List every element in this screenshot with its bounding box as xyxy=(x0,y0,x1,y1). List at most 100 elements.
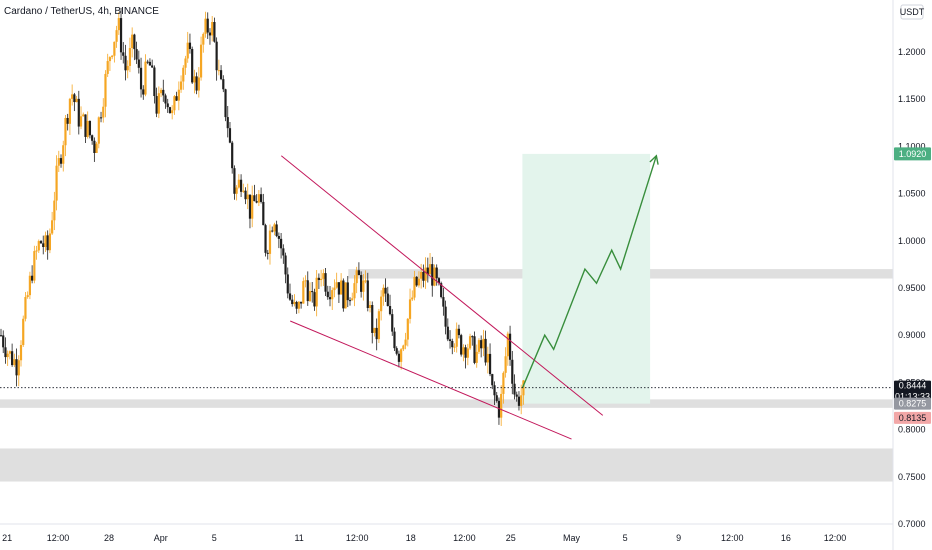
candle-body xyxy=(111,55,114,58)
candle-body xyxy=(79,116,83,127)
projection-arrow[interactable] xyxy=(521,154,659,389)
candle-body xyxy=(244,190,247,200)
price-tick-label: 1.2000 xyxy=(898,47,926,57)
candle-body xyxy=(204,18,207,34)
price-axis-background[interactable] xyxy=(893,0,932,550)
candle-body xyxy=(222,79,225,90)
price-tick-label: 0.8000 xyxy=(898,425,926,435)
time-tick-label: 5 xyxy=(623,533,628,543)
candle-body xyxy=(71,94,74,99)
candle-body xyxy=(395,348,398,354)
currency-label: USDT xyxy=(900,7,925,17)
candle-body xyxy=(437,278,441,284)
candle-body xyxy=(193,76,196,83)
candle-body xyxy=(13,359,16,366)
target-zone[interactable] xyxy=(522,153,651,404)
candle-body xyxy=(191,48,194,83)
target-price-badge: 1.0920 xyxy=(894,147,931,161)
candle-body xyxy=(39,241,43,244)
time-tick-label: 12:00 xyxy=(721,533,744,543)
candle-body xyxy=(446,326,449,340)
candle-body xyxy=(197,77,200,91)
candle-body xyxy=(275,224,278,237)
candle-body xyxy=(166,103,169,108)
time-tick-label: Apr xyxy=(154,533,168,543)
candle-body xyxy=(480,340,483,349)
candle-body xyxy=(408,299,412,319)
candle-body xyxy=(335,282,338,288)
time-tick-label: 12:00 xyxy=(453,533,476,543)
candle-body xyxy=(124,55,127,71)
candle-body xyxy=(157,93,160,114)
price-tick-label: 0.9000 xyxy=(898,330,926,340)
candle-body xyxy=(324,273,327,292)
candle-body xyxy=(424,267,427,281)
candle-body xyxy=(411,297,414,300)
falling-wedge[interactable] xyxy=(280,155,604,440)
candle-body xyxy=(8,351,11,354)
candle-body xyxy=(237,179,240,188)
candle-body xyxy=(257,194,260,203)
currency-button[interactable]: USDT xyxy=(900,4,925,20)
candle-body xyxy=(199,44,203,78)
candle-body xyxy=(44,235,47,248)
candle-body xyxy=(231,142,234,169)
candle-body xyxy=(284,255,287,275)
candle-body xyxy=(26,295,29,298)
wedge-lower-line[interactable] xyxy=(290,320,572,440)
candle-body xyxy=(351,298,354,301)
long-position-tool[interactable] xyxy=(522,153,651,404)
candle-body xyxy=(93,140,96,153)
candle-body xyxy=(304,280,307,282)
candle-body xyxy=(286,274,289,294)
projection-arrowhead[interactable] xyxy=(649,154,659,165)
candle-body xyxy=(66,117,69,124)
plot-area[interactable] xyxy=(0,0,893,524)
candle-body xyxy=(451,341,454,348)
candle-body xyxy=(62,145,65,164)
candle-body xyxy=(440,283,443,298)
candle-body xyxy=(513,383,516,395)
candle-body xyxy=(397,353,401,362)
candle-body xyxy=(517,396,521,406)
candle-body xyxy=(4,347,7,358)
candle-body xyxy=(215,41,218,71)
time-tick-label: 12:00 xyxy=(47,533,70,543)
candle-body xyxy=(493,385,496,396)
candle-body xyxy=(388,306,392,315)
candle-body xyxy=(364,280,367,282)
candle-body xyxy=(302,281,305,304)
candle-body xyxy=(340,280,343,295)
candle-body xyxy=(293,301,296,305)
candle-body xyxy=(104,73,107,107)
candle-body xyxy=(77,98,80,127)
candle-body xyxy=(482,338,485,349)
candle-body xyxy=(475,351,478,363)
candle-body xyxy=(186,42,189,59)
candle-body xyxy=(255,201,258,203)
candle-body xyxy=(168,107,172,114)
candle-body xyxy=(404,339,407,346)
candle-body xyxy=(279,238,283,249)
candle-body xyxy=(137,59,140,68)
last-price-label: 0.8444 xyxy=(899,381,927,391)
time-tick-label: 11 xyxy=(294,533,303,543)
time-tick-label: 5 xyxy=(212,533,217,543)
wedge-upper-line[interactable] xyxy=(280,155,604,416)
candle-body xyxy=(64,117,67,146)
price-tick-label: 0.7500 xyxy=(898,472,926,482)
candle-body xyxy=(95,143,98,153)
candle-body xyxy=(15,359,18,376)
price-tick-label: 1.0000 xyxy=(898,236,926,246)
candle-body xyxy=(266,252,269,254)
candle-body xyxy=(311,291,314,293)
candle-body xyxy=(268,230,272,254)
candle-body xyxy=(297,301,300,309)
candle-body xyxy=(217,70,220,72)
candle-body xyxy=(402,345,405,350)
time-tick-label: 21 xyxy=(2,533,12,543)
candle-body xyxy=(55,165,58,201)
candle-body xyxy=(348,300,352,302)
projection-path[interactable] xyxy=(521,155,658,389)
